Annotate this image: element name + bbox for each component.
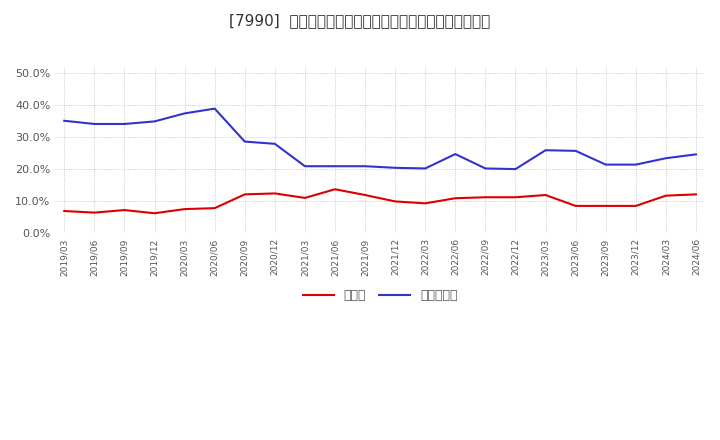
有利子負債 — [120, 121, 129, 127]
有利子負債 — [601, 162, 610, 167]
有利子負債 — [90, 121, 99, 127]
有利子負債 — [692, 152, 701, 157]
有利子負債 — [511, 166, 520, 172]
Line: 現須金: 現須金 — [64, 189, 696, 213]
有利子負債 — [631, 162, 640, 167]
有利子負債 — [541, 147, 550, 153]
現須金 — [210, 205, 219, 211]
現須金 — [692, 192, 701, 197]
有利子負債 — [421, 166, 430, 171]
Line: 有利子負債: 有利子負債 — [64, 109, 696, 169]
有利子負債 — [60, 118, 68, 123]
有利子負債 — [330, 164, 339, 169]
現須金 — [180, 206, 189, 212]
現須金 — [421, 201, 430, 206]
現須金 — [541, 192, 550, 198]
現須金 — [120, 207, 129, 213]
有利子負債 — [391, 165, 400, 170]
有利子負債 — [662, 156, 670, 161]
有利子負債 — [300, 164, 309, 169]
現須金 — [60, 209, 68, 214]
現須金 — [572, 203, 580, 209]
Text: [7990]  現須金、有利子負債の総資産に対する比率の推移: [7990] 現須金、有利子負債の総資産に対する比率の推移 — [230, 13, 490, 28]
有利子負債 — [572, 148, 580, 154]
現須金 — [300, 195, 309, 201]
有利子負債 — [361, 164, 369, 169]
有利子負債 — [240, 139, 249, 144]
現須金 — [90, 210, 99, 215]
有利子負債 — [210, 106, 219, 111]
現須金 — [330, 187, 339, 192]
現須金 — [631, 203, 640, 209]
有利子負債 — [271, 141, 279, 147]
現須金 — [240, 192, 249, 197]
現須金 — [271, 191, 279, 196]
有利子負債 — [150, 119, 159, 124]
有利子負債 — [481, 166, 490, 171]
現須金 — [150, 211, 159, 216]
現須金 — [361, 192, 369, 198]
現須金 — [481, 194, 490, 200]
現須金 — [511, 194, 520, 200]
Legend: 現須金, 有利子負債: 現須金, 有利子負債 — [297, 284, 463, 307]
現須金 — [451, 196, 459, 201]
現須金 — [391, 199, 400, 204]
現須金 — [662, 193, 670, 198]
有利子負債 — [451, 151, 459, 157]
現須金 — [601, 203, 610, 209]
有利子負債 — [180, 111, 189, 116]
